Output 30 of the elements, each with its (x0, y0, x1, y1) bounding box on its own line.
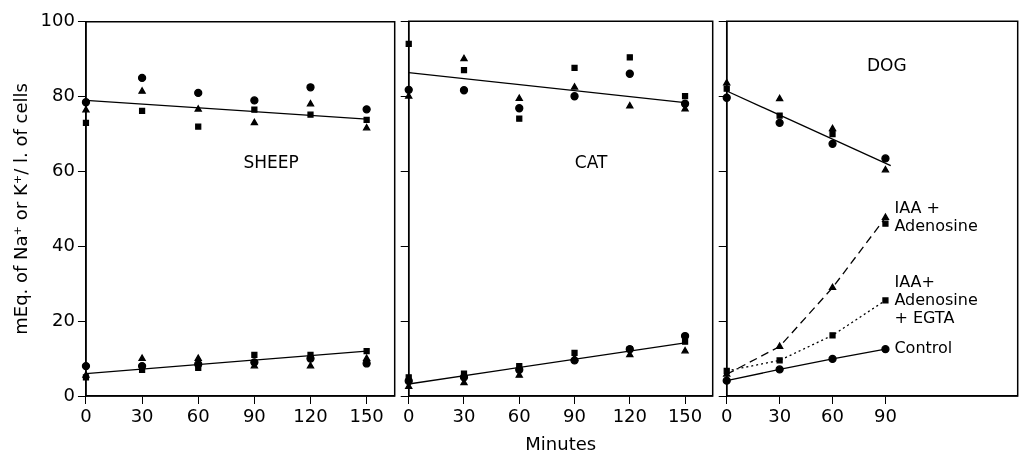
x-tick-label: 150 (667, 405, 703, 427)
series-label: IAA+ Adenosine + EGTA (894, 271, 978, 327)
y-tick-label: 20 (52, 308, 75, 330)
y-tick-label: 0 (63, 383, 75, 405)
y-tick-label: 60 (52, 159, 75, 181)
x-tick-label: 30 (130, 405, 154, 427)
x-tick-label: 150 (349, 405, 384, 427)
x-tick-label: 90 (242, 405, 266, 427)
x-tick-label: 90 (873, 405, 897, 427)
x-tick-label: 0 (80, 405, 92, 427)
annotation: SHEEP (243, 152, 299, 173)
series-label: IAA + Adenosine (894, 197, 978, 235)
annotation: DOG (866, 54, 907, 75)
x-tick-label: 120 (293, 405, 328, 427)
series-label: Control (894, 338, 953, 358)
annotation: CAT (574, 152, 608, 173)
x-tick-label: 90 (563, 405, 586, 427)
x-tick-label: 60 (821, 405, 844, 427)
x-axis-title: Minutes (525, 432, 597, 454)
y-tick-label: 100 (40, 9, 75, 31)
x-tick-label: 60 (507, 405, 531, 427)
x-tick-label: 30 (452, 405, 476, 427)
x-tick-label: 0 (403, 405, 415, 427)
x-tick-label: 120 (612, 405, 647, 427)
y-tick-label: 40 (52, 233, 75, 255)
y-tick-label: 80 (52, 84, 75, 106)
x-tick-label: 60 (186, 405, 210, 427)
x-tick-label: 30 (768, 405, 792, 427)
y-axis-title: mEq. of Na⁺ or K⁺/ l. of cells (10, 83, 32, 335)
x-tick-label: 0 (721, 405, 733, 427)
